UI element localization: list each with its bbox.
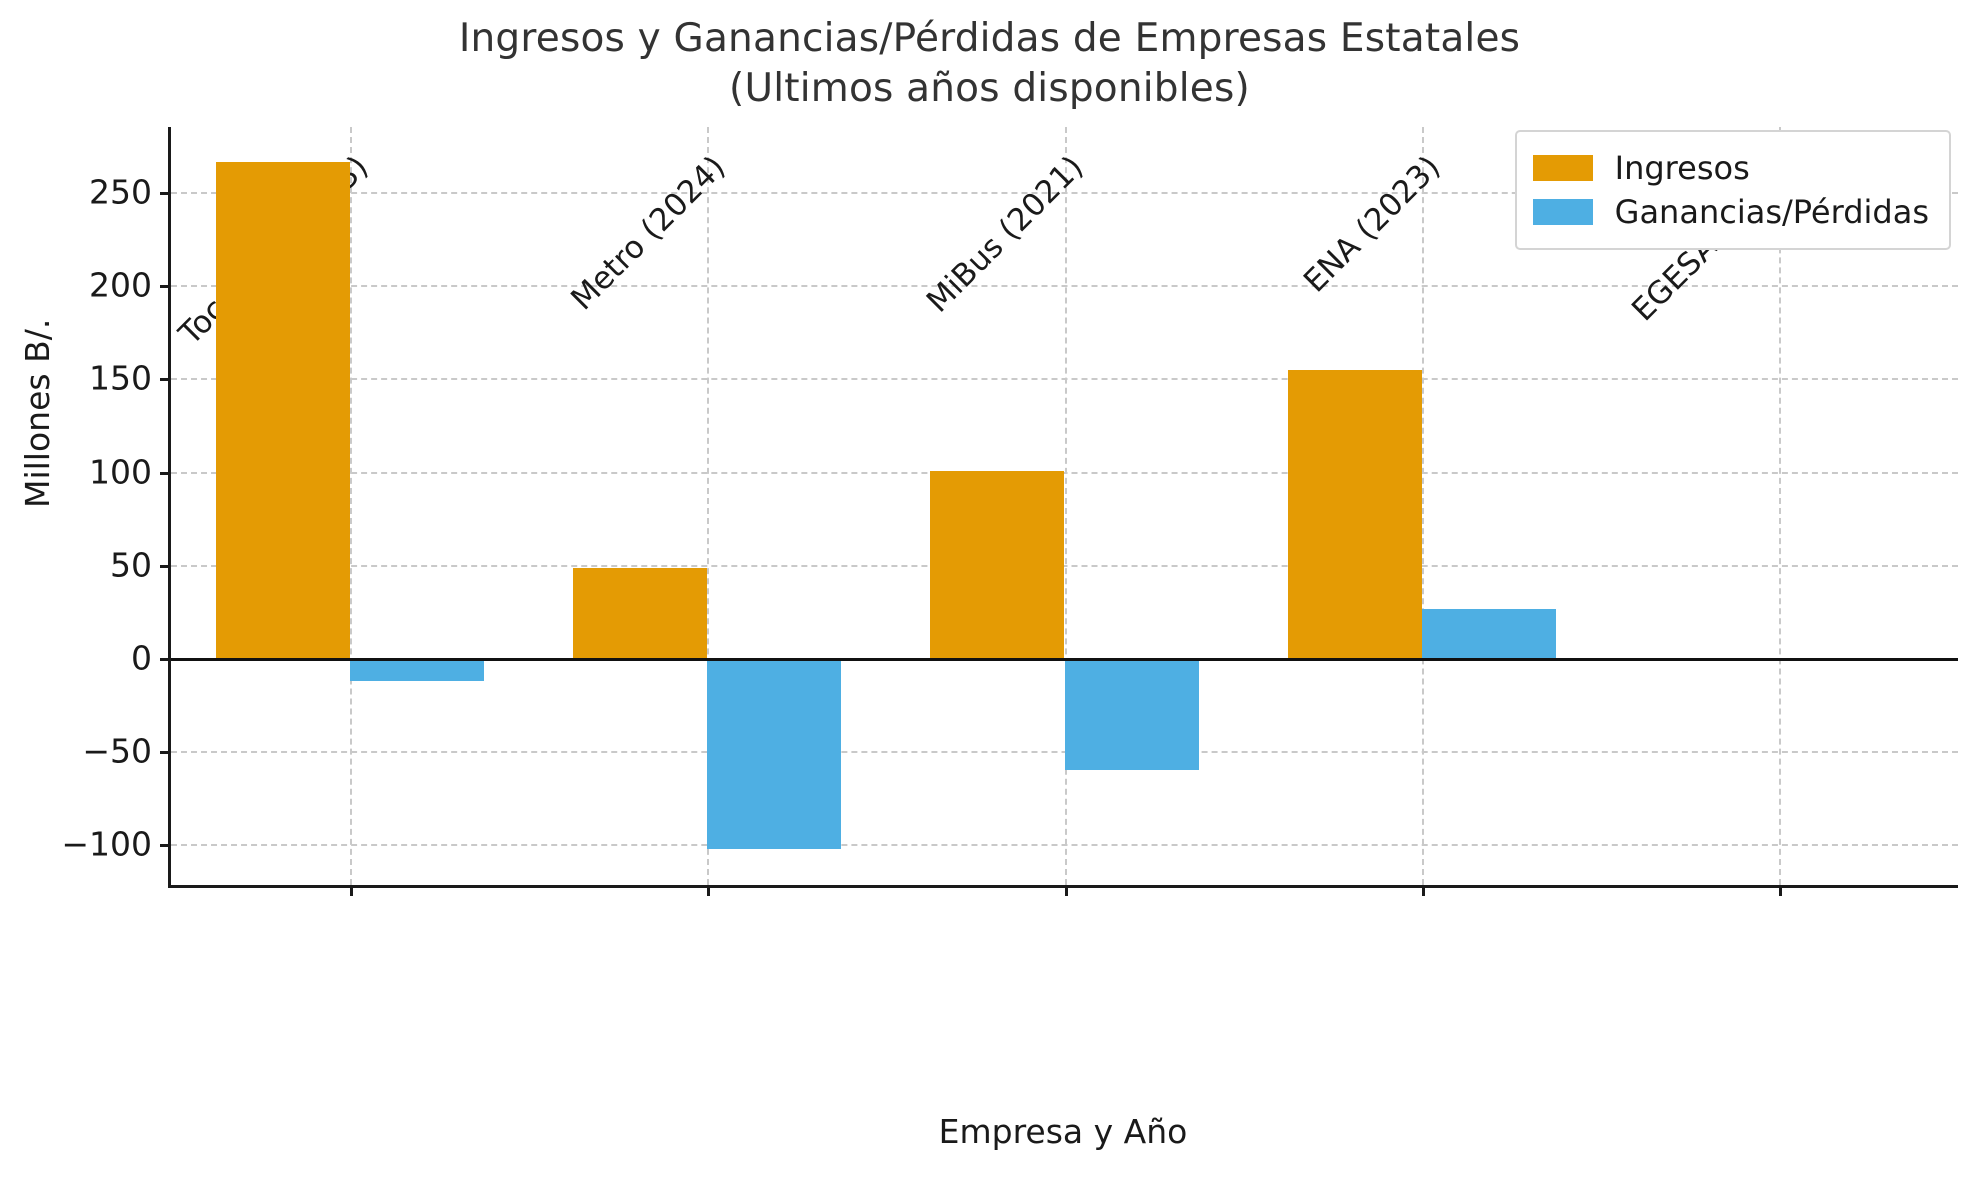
x-tick-mark <box>1421 885 1425 896</box>
x-tick-mark <box>1064 885 1068 896</box>
legend-swatch-ganancias-perdidas <box>1532 199 1593 225</box>
x-tick-label: ENA (2023) <box>1296 149 1448 300</box>
chart-legend[interactable]: Ingresos Ganancias/Pérdidas <box>1514 130 1951 250</box>
chart-title: Ingresos y Ganancias/Pérdidas de Empresa… <box>0 14 1979 114</box>
gridline-x <box>1421 127 1424 885</box>
bar <box>1064 657 1199 770</box>
y-axis-label: Millones B/. <box>18 318 57 508</box>
y-tick-label: 50 <box>110 545 152 585</box>
legend-item-ganancias-perdidas[interactable]: Ganancias/Pérdidas <box>1532 190 1929 234</box>
y-tick-label: 200 <box>89 265 152 305</box>
x-tick-mark <box>707 885 711 896</box>
x-axis-label: Empresa y Año <box>938 1112 1188 1151</box>
y-tick-mark <box>160 471 171 475</box>
y-tick-mark <box>160 657 171 661</box>
bar <box>349 657 484 681</box>
y-tick-mark <box>160 285 171 289</box>
y-tick-label: −50 <box>82 731 152 771</box>
y-tick-label: 0 <box>131 638 152 678</box>
bar <box>215 162 350 658</box>
bar <box>707 657 842 849</box>
y-tick-mark <box>160 750 171 754</box>
legend-swatch-ingresos <box>1532 155 1593 181</box>
gridline-x <box>349 127 352 885</box>
y-tick-label: 100 <box>89 452 152 492</box>
gridline-x <box>1064 127 1067 885</box>
bar <box>573 567 708 658</box>
x-tick-mark <box>1779 885 1783 896</box>
x-tick-mark <box>349 885 353 896</box>
bar <box>1287 370 1422 658</box>
y-tick-label: −100 <box>61 824 152 864</box>
zero-baseline <box>171 657 1958 661</box>
legend-label-ingresos: Ingresos <box>1614 149 1750 187</box>
y-tick-mark <box>160 192 171 196</box>
y-tick-label: 250 <box>89 172 152 212</box>
gridline-x <box>707 127 710 885</box>
bar <box>1421 609 1556 658</box>
gridline-x <box>1779 127 1782 885</box>
y-tick-mark <box>160 378 171 382</box>
legend-label-ganancias-perdidas: Ganancias/Pérdidas <box>1614 193 1929 231</box>
y-tick-label: 150 <box>89 358 152 398</box>
chart-title-line-1: Ingresos y Ganancias/Pérdidas de Empresa… <box>458 16 1521 61</box>
bar <box>930 470 1065 658</box>
y-tick-mark <box>160 564 171 568</box>
legend-item-ingresos[interactable]: Ingresos <box>1532 146 1929 190</box>
chart-title-line-2: (Ultimos años disponibles) <box>729 65 1250 111</box>
y-tick-mark <box>160 844 171 848</box>
